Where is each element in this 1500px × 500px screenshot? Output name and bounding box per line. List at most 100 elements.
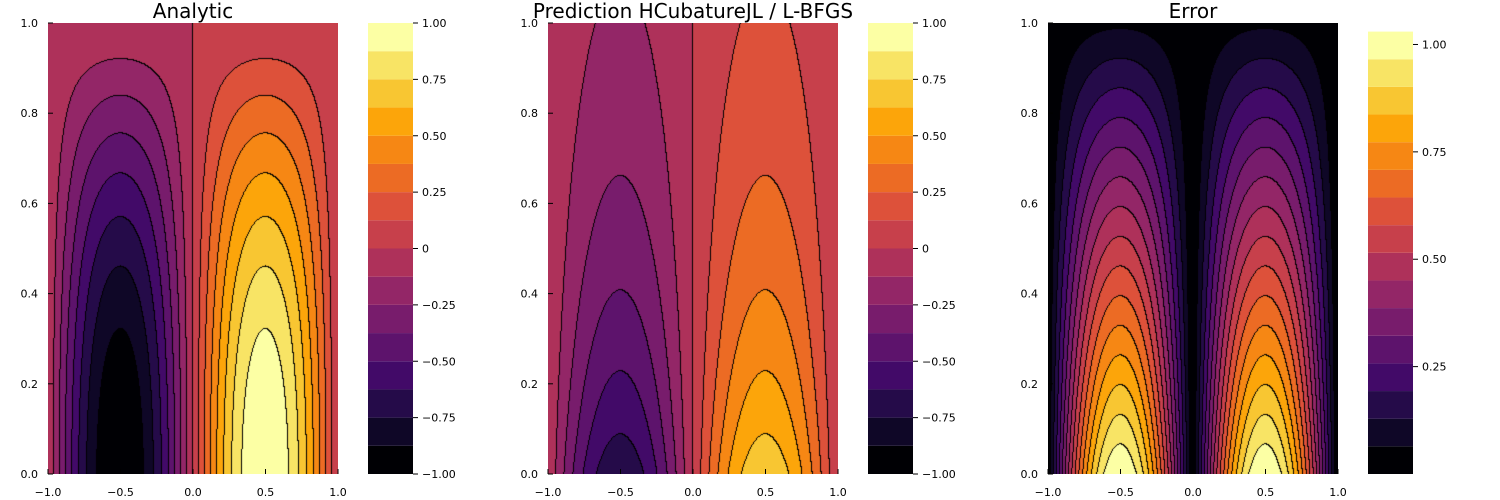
colorbar-tick-label: −0.75 <box>422 412 456 425</box>
colorbar-band <box>368 276 413 305</box>
colorbar-band <box>868 135 913 164</box>
colorbar-band <box>368 220 413 249</box>
colorbar-band <box>868 79 913 108</box>
y-tick-label: 0.4 <box>1021 288 1039 301</box>
colorbar-band <box>868 276 913 305</box>
colorbar-band <box>1368 31 1413 60</box>
x-tick-label: −1.0 <box>535 486 562 499</box>
colorbar-tick-label: −1.00 <box>922 468 956 481</box>
plot-area-analytic: −1.0 −0.5 0.0 0.5 1.0 0.0 0.2 0.4 0.6 0.8 1.0 <box>21 17 347 499</box>
colorbar-tick-label: 0.25 <box>1422 361 1447 374</box>
colorbar-band <box>368 389 413 418</box>
colorbar-tick-label: −0.25 <box>922 299 956 312</box>
contour-fill <box>48 23 338 474</box>
colorbar-band <box>868 51 913 80</box>
y-tick-label: 0.8 <box>1021 107 1039 120</box>
y-tick-label: 0.8 <box>521 107 539 120</box>
colorbar-band <box>1368 335 1413 364</box>
colorbar-band <box>868 220 913 249</box>
colorbar-tick-label: 0.75 <box>922 73 947 86</box>
colorbar-tick-label: 1.00 <box>422 17 447 30</box>
contour-fill <box>1048 23 1338 474</box>
colorbar-error: 1.00 0.75 0.50 0.25 <box>1368 31 1447 474</box>
colorbar-band <box>868 107 913 136</box>
panel-title-error: Error <box>1169 0 1219 23</box>
x-tick-label: 0.0 <box>1184 486 1202 499</box>
colorbar-band <box>868 192 913 221</box>
colorbar-band <box>1368 308 1413 336</box>
colorbar-tick-label: 0.25 <box>922 186 947 199</box>
y-tick-label: 1.0 <box>1021 17 1039 30</box>
colorbar-prediction: 1.00 0.75 0.50 0.25 0 −0.25 −0.50 −0.75 −1.00 <box>868 17 956 481</box>
colorbar-tick-label: 0.50 <box>1422 253 1447 266</box>
colorbar-tick-label: 0.50 <box>422 130 447 143</box>
x-tick-label: 1.0 <box>829 486 847 499</box>
y-tick-label: 0.0 <box>521 468 539 481</box>
colorbar-band <box>1368 446 1413 474</box>
colorbar-tick-label: 0.25 <box>422 186 447 199</box>
plot-area-prediction: −1.0 −0.5 0.0 0.5 1.0 0.0 0.2 0.4 0.6 0.8 1.0 <box>521 17 847 499</box>
y-tick-label: 0.6 <box>21 197 39 210</box>
colorbar-band <box>868 23 913 52</box>
colorbar-band <box>1368 197 1413 226</box>
colorbar-band <box>368 163 413 193</box>
colorbar-band <box>368 304 413 334</box>
x-tick-label: 1.0 <box>1329 486 1347 499</box>
x-tick-label: −1.0 <box>35 486 62 499</box>
colorbar-band <box>368 333 413 362</box>
colorbar-tick-label: 0.75 <box>1422 146 1447 159</box>
colorbar-tick-label: −0.75 <box>922 412 956 425</box>
colorbar-band <box>368 248 413 277</box>
colorbar-band <box>368 192 413 221</box>
colorbar-band <box>368 135 413 164</box>
plot-area-error: −1.0 −0.5 0.0 0.5 1.0 0.0 0.2 0.4 0.6 0.8 1.0 <box>1021 17 1347 499</box>
contour-fill <box>548 23 838 474</box>
panel-prediction: Prediction HCubatureJL / L-BFGS −1.0 −0.5… <box>521 0 956 499</box>
y-tick-label: 0.4 <box>21 288 39 301</box>
colorbar-band <box>368 107 413 136</box>
colorbar-tick-label: 0.75 <box>422 73 447 86</box>
x-tick-label: 0.0 <box>184 486 202 499</box>
panel-analytic: Analytic −1.0 −0.5 0.0 0.5 1.0 0.0 0.2 0.4 0.6 0.… <box>21 0 456 499</box>
colorbar-band <box>1368 391 1413 419</box>
colorbar-tick-label: 1.00 <box>1422 38 1447 51</box>
colorbar-band <box>1368 418 1413 447</box>
colorbar-tick-label: 0 <box>422 243 429 256</box>
colorbar-tick-label: −0.50 <box>422 355 456 368</box>
colorbar-band <box>1368 142 1413 170</box>
colorbar-band <box>868 333 913 362</box>
y-tick-label: 1.0 <box>521 17 539 30</box>
colorbar-band <box>1368 252 1413 281</box>
colorbar-band <box>1368 59 1413 87</box>
x-tick-label: 1.0 <box>329 486 347 499</box>
colorbar-band <box>868 389 913 418</box>
colorbar-band <box>1368 114 1413 143</box>
colorbar-tick-label: −0.50 <box>922 355 956 368</box>
colorbar-band <box>368 23 413 52</box>
y-tick-label: 0.0 <box>21 468 39 481</box>
colorbar-band <box>368 79 413 108</box>
y-tick-label: 0.2 <box>521 378 539 391</box>
x-tick-label: −0.5 <box>107 486 134 499</box>
colorbar-tick-label: 0 <box>922 243 929 256</box>
y-tick-label: 0.8 <box>21 107 39 120</box>
colorbar-tick-label: −1.00 <box>422 468 456 481</box>
colorbar-band <box>368 361 413 390</box>
colorbar-tick-label: 0.50 <box>922 130 947 143</box>
x-tick-label: 0.0 <box>684 486 702 499</box>
y-tick-label: 0.0 <box>1021 468 1039 481</box>
x-tick-label: −0.5 <box>607 486 634 499</box>
y-tick-label: 0.2 <box>1021 378 1039 391</box>
colorbar-band <box>868 163 913 193</box>
x-tick-label: 0.5 <box>1257 486 1275 499</box>
colorbar-band <box>1368 225 1413 253</box>
x-tick-label: −1.0 <box>1035 486 1062 499</box>
x-tick-label: −0.5 <box>1107 486 1134 499</box>
colorbar-band <box>868 417 913 446</box>
y-tick-label: 0.4 <box>521 288 539 301</box>
colorbar-tick-label: −0.25 <box>422 299 456 312</box>
colorbar-analytic: 1.00 0.75 0.50 0.25 0 −0.25 −0.50 −0.75 −1.00 <box>368 17 456 481</box>
colorbar-band <box>868 445 913 474</box>
panel-error: Error −1.0 −0.5 0.0 0.5 1.0 0.0 0.2 0.4 0.6 0.8 1.… <box>1021 0 1447 499</box>
